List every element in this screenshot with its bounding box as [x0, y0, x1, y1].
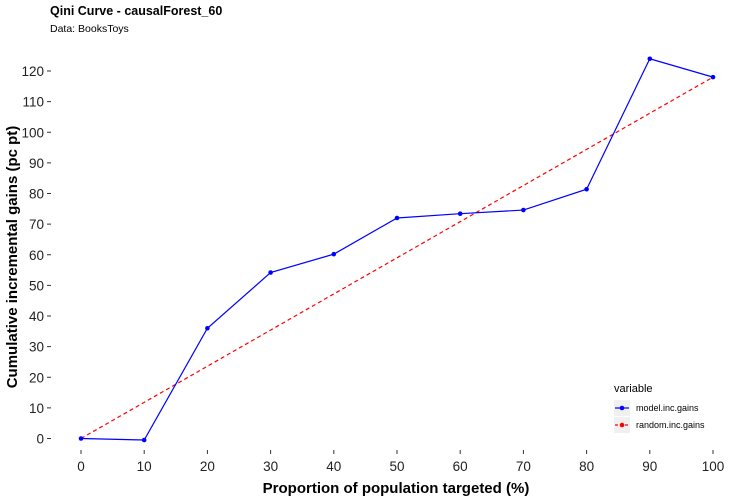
data-point	[205, 325, 210, 331]
x-tick-label: 10	[137, 459, 152, 474]
x-tick-label: 60	[453, 459, 468, 474]
x-tick-label: 90	[642, 459, 657, 474]
data-point	[710, 74, 716, 80]
y-tick-label: 100	[21, 125, 44, 140]
legend: variable model.inc.gains random.inc.gains	[614, 383, 705, 433]
series-line-random-inc-gains	[80, 76, 714, 440]
y-axis-title: Cumulative incremental gains (pc pt)	[4, 126, 21, 389]
x-tick-label: 0	[77, 459, 85, 474]
y-tick-label: 70	[29, 217, 44, 232]
y-tick-label: 80	[29, 187, 44, 202]
y-axis: 0 10 20 30 40 50 60 70 80 90 100 110 120	[21, 64, 51, 447]
data-point	[268, 270, 273, 275]
data-point	[78, 436, 84, 441]
x-axis-title: Proportion of population targeted (%)	[263, 480, 530, 497]
legend-key-point	[619, 422, 625, 428]
chart-title: Qini Curve - causalForest_60	[50, 4, 222, 18]
y-tick-label: 40	[29, 309, 44, 324]
y-tick-label: 110	[22, 95, 44, 110]
y-tick-label: 90	[29, 156, 44, 171]
chart-subtitle: Data: BooksToys	[50, 23, 129, 35]
data-point	[141, 437, 147, 443]
legend-title: variable	[614, 383, 653, 395]
legend-key-point	[619, 405, 625, 411]
data-point	[394, 215, 400, 221]
x-tick-label: 70	[516, 459, 531, 474]
y-tick-label: 20	[29, 370, 44, 385]
y-tick-label: 50	[29, 278, 44, 293]
data-point	[457, 211, 463, 217]
x-tick-label: 30	[263, 459, 278, 474]
y-tick-label: 30	[29, 340, 44, 355]
data-point	[647, 56, 653, 62]
x-tick-label: 50	[389, 459, 404, 474]
x-tick-label: 40	[326, 459, 341, 474]
data-point	[331, 251, 337, 257]
y-tick-label: 120	[21, 64, 44, 79]
y-tick-label: 0	[36, 432, 44, 447]
y-tick-label: 60	[29, 248, 44, 263]
legend-label: model.inc.gains	[636, 403, 699, 413]
data-point	[521, 207, 526, 213]
x-axis: 0 10 20 30 40 50 60 70 80 90 100	[77, 450, 724, 474]
x-tick-label: 80	[579, 459, 594, 474]
plot-area	[78, 56, 716, 443]
x-tick-label: 100	[702, 459, 725, 474]
data-point	[584, 186, 589, 192]
x-tick-label: 20	[200, 459, 215, 474]
y-tick-label: 10	[29, 401, 44, 416]
legend-label: random.inc.gains	[636, 420, 705, 430]
